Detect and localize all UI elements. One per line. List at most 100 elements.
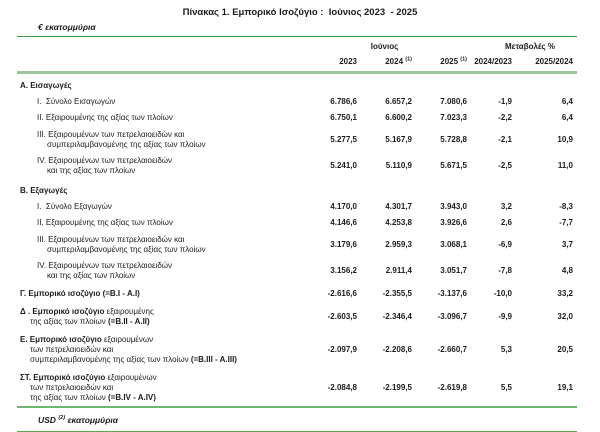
label-text: III. Εξαιρουμένων των πετρελαιοειδών και xyxy=(37,234,185,244)
value-cell xyxy=(412,179,467,198)
value-cell: 20,5 xyxy=(557,345,573,354)
value-cell: -9,9 xyxy=(498,312,512,321)
row-label: Α. Εισαγωγές xyxy=(17,74,302,93)
value-cell: 5,5 xyxy=(500,383,512,392)
row-label: Ε. Εμπορικό ισοζύγιο εξαιρουμένων των πετ… xyxy=(17,330,302,368)
label-text: εξαιρουμένων xyxy=(107,373,157,382)
header-col-change-2024-2023: 2024/2023 xyxy=(474,57,513,66)
row-label: ΣΤ. Εμπορικό ισοζύγιο εξαιρουμένων των πε… xyxy=(17,368,302,406)
spacer-cell xyxy=(573,368,577,406)
summary-row: Δ . Εμπορικό ισοζύγιο εξαιρουμένης της αξ… xyxy=(17,302,577,330)
table-header: Ιούνιος Μεταβολές % 2023 2024 (1) 2025 (… xyxy=(17,37,577,74)
value-cell: 3.051,7 xyxy=(440,266,467,275)
value-cell: 3.156,2 xyxy=(330,266,357,275)
value-cell: 32,0 xyxy=(557,312,573,321)
label-text: (=B.III - A.III) xyxy=(190,355,237,364)
value-cell: -2.616,6 xyxy=(327,289,357,298)
spacer-cell xyxy=(573,231,577,258)
value-cell: 33,2 xyxy=(557,289,573,298)
value-cell: 3,7 xyxy=(561,239,573,249)
value-cell: -2.199,5 xyxy=(382,383,412,392)
label-text: III. Εξαιρουμένων των πετρελαιοειδών και xyxy=(37,129,185,139)
label-text: Γ. Εμπορικό ισοζύγιο (=B.I - A.I) xyxy=(20,289,140,298)
spacer-cell xyxy=(573,198,577,215)
label-text: IV. Εξαιρουμένων των πετρελαιοειδών xyxy=(37,156,173,165)
value-cell: 6.657,2 xyxy=(385,96,412,106)
label-text: συμπεριλαμβανομένης της αξίας των πλοίων xyxy=(47,244,206,254)
row-label: III. Εξαιρουμένων των πετρελαιοειδών και… xyxy=(17,126,302,153)
spacer-cell xyxy=(573,74,577,93)
value-cell: 19,1 xyxy=(557,383,573,392)
year-label: 2024 xyxy=(385,57,404,66)
page-title: Πίνακας 1. Εμπορικό Ισοζύγιο : Ιούνιος 2… xyxy=(182,7,418,18)
row-label: II. Εξαιρουμένης της αξίας των πλοίων xyxy=(17,215,302,232)
value-cell xyxy=(512,74,573,93)
value-cell: -2,2 xyxy=(498,113,512,122)
value-cell xyxy=(302,74,357,93)
value-cell: 4.301,7 xyxy=(385,201,412,211)
label-text: και της αξίας των πλοίων xyxy=(47,166,136,175)
table-row: III. Εξαιρουμένων των πετρελαιοειδών και… xyxy=(17,126,577,153)
value-cell xyxy=(302,179,357,198)
header-spacer-cell xyxy=(573,53,577,71)
label-text: II. Εξαιρουμένης της αξίας των πλοίων xyxy=(37,113,173,122)
header-year-row: 2023 2024 (1) 2025 (1) 2024/2023 2025/20… xyxy=(17,53,577,71)
spacer-cell xyxy=(573,330,577,368)
summary-row: Ε. Εμπορικό ισοζύγιο εξαιρουμένων των πετ… xyxy=(17,330,577,368)
table-row: I. Σύνολο Εισαγωγών 6.786,6 6.657,2 7.080,6… xyxy=(17,93,577,110)
value-cell: 10,9 xyxy=(557,134,573,144)
value-cell xyxy=(512,179,573,198)
value-cell: -2,5 xyxy=(498,161,512,170)
spacer-cell xyxy=(573,153,577,180)
value-cell: 6,4 xyxy=(561,113,573,122)
value-cell: -2.603,5 xyxy=(327,312,357,321)
value-cell: 6.600,2 xyxy=(385,113,412,122)
value-cell xyxy=(467,179,512,198)
value-cell xyxy=(357,179,412,198)
value-cell: 4.146,6 xyxy=(330,218,357,227)
spacer-cell xyxy=(573,110,577,127)
value-cell: -8,3 xyxy=(559,201,573,211)
spacer-cell xyxy=(573,284,577,302)
value-cell: 3.179,6 xyxy=(330,239,357,249)
year-label: 2023 xyxy=(339,57,357,66)
header-changes-group: Μεταβολές % xyxy=(504,42,556,51)
header-col-change-2025-2024: 2025/2024 xyxy=(535,57,574,66)
header-col-2025: 2025 (1) xyxy=(412,53,467,71)
value-cell: 5.277,5 xyxy=(330,134,357,144)
footnote-marker: (1) xyxy=(405,56,412,63)
value-cell: -6,9 xyxy=(498,239,512,249)
label-text: (=B.II - A.II) xyxy=(107,317,150,326)
row-label: Β. Εξαγωγές xyxy=(17,179,302,198)
section-row: Β. Εξαγωγές xyxy=(17,179,577,198)
value-cell: -10,0 xyxy=(493,289,512,298)
label-text: Β. Εξαγωγές xyxy=(20,186,68,195)
label-text: εξαιρουμένων xyxy=(103,335,154,344)
year-label: 2025 xyxy=(440,57,459,66)
value-cell xyxy=(412,74,467,93)
row-label: Δ . Εμπορικό ισοζύγιο εξαιρουμένης της αξ… xyxy=(17,302,302,330)
row-label: I. Σύνολο Εισαγωγών xyxy=(17,93,302,110)
value-cell: 6.750,1 xyxy=(330,113,357,122)
usd-currency-label: USD xyxy=(38,415,56,425)
table-row: IV. Εξαιρουμένων των πετρελαιοειδών και τ… xyxy=(17,258,577,285)
value-cell: -1,9 xyxy=(498,96,512,106)
value-cell: 3,2 xyxy=(500,201,512,211)
value-cell: 6,4 xyxy=(561,96,573,106)
label-text: I. Σύνολο Εισαγωγών xyxy=(37,96,116,106)
row-label: I. Σύνολο Εξαγωγών xyxy=(17,198,302,215)
footnote-marker: (2) xyxy=(58,415,66,422)
value-cell: 3.926,6 xyxy=(440,218,467,227)
value-cell: 5.167,9 xyxy=(385,134,412,144)
table-row: IV. Εξαιρουμένων των πετρελαιοειδών και τ… xyxy=(17,153,577,180)
value-cell: 7.023,3 xyxy=(440,113,467,122)
label-text: IV. Εξαιρουμένων των πετρελαιοειδών xyxy=(37,261,173,270)
label-text: συμπεριλαμβανομένης της αξίας των πλοίων xyxy=(47,139,206,149)
header-group-row: Ιούνιος Μεταβολές % xyxy=(17,37,577,53)
value-cell: 5.671,5 xyxy=(440,161,467,170)
value-cell: -2.208,6 xyxy=(382,345,412,354)
section-row: Α. Εισαγωγές xyxy=(17,74,577,93)
label-text: της αξίας των πλοίων xyxy=(30,393,108,402)
euro-unit-label: € εκατομμύρια xyxy=(17,22,577,37)
